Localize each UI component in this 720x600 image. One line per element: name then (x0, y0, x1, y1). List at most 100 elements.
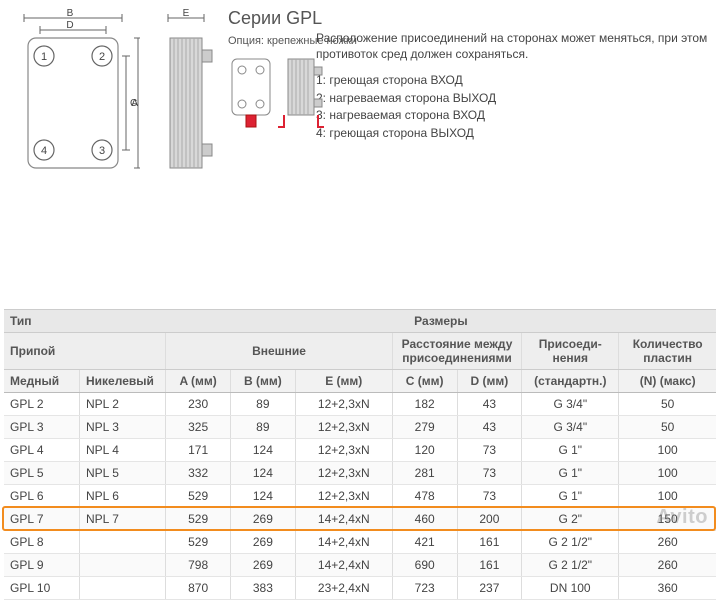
table-cell: G 1" (522, 439, 619, 462)
table-cell: 89 (231, 393, 296, 416)
table-cell: NPL 6 (80, 485, 166, 508)
table-cell: 325 (166, 416, 231, 439)
port-2: 2 (99, 51, 105, 63)
hdr-connections: Присоеди­нения (522, 333, 619, 370)
table-cell: 12+2,3xN (295, 462, 392, 485)
table-cell: 124 (231, 439, 296, 462)
port-4: 4 (41, 145, 47, 157)
table-cell: 383 (231, 577, 296, 600)
table-cell: 281 (392, 462, 457, 485)
table-cell: 14+2,4xN (295, 554, 392, 577)
table-cell: 120 (392, 439, 457, 462)
port-1: 1 (41, 51, 47, 63)
table-cell: 43 (457, 416, 522, 439)
top-section: B D 1 2 3 4 C A (0, 0, 720, 309)
option-label: Опция: крепежные ножки (228, 35, 428, 47)
col-a: A (мм) (166, 370, 231, 393)
table-cell: 14+2,4xN (295, 531, 392, 554)
col-nickel: Никелевый (80, 370, 166, 393)
table-cell: DN 100 (522, 577, 619, 600)
side-diagram: E Серии GPL Опция: крепежные ножки (158, 8, 288, 303)
table-body: GPL 2NPL 22308912+2,3xN18243G 3/4"50GPL … (4, 393, 716, 600)
table-cell: GPL 4 (4, 439, 80, 462)
table-cell: 360 (619, 577, 716, 600)
table-cell: 529 (166, 531, 231, 554)
table-cell: GPL 2 (4, 393, 80, 416)
hdr-type: Тип (4, 310, 166, 333)
table-cell: 798 (166, 554, 231, 577)
dim-a: A (131, 98, 138, 109)
table-cell: 478 (392, 485, 457, 508)
table-cell: 260 (619, 531, 716, 554)
table-cell: 690 (392, 554, 457, 577)
table-cell: 870 (166, 577, 231, 600)
table-row: GPL 4NPL 417112412+2,3xN12073G 1"100 (4, 439, 716, 462)
table-row: GPL 852926914+2,4xN421161G 2 1/2"260 (4, 531, 716, 554)
table-row: GPL 6NPL 652912412+2,3xN47873G 1"100 (4, 485, 716, 508)
series-title: Серии GPL (228, 8, 428, 29)
table-cell: G 1" (522, 485, 619, 508)
table-cell: 269 (231, 531, 296, 554)
table-cell: 332 (166, 462, 231, 485)
table-row: GPL 9 79826914+2,4xN690161G 2 1/2"260 (4, 554, 716, 577)
table-cell: 124 (231, 485, 296, 508)
table-cell: 269 (231, 554, 296, 577)
col-d: D (мм) (457, 370, 522, 393)
table-cell: 100 (619, 485, 716, 508)
table-cell: 279 (392, 416, 457, 439)
hdr-external: Внешние (166, 333, 393, 370)
table-row: GPL 3NPL 33258912+2,3xN27943G 3/4"50 (4, 416, 716, 439)
table-cell: 23+2,4xN (295, 577, 392, 600)
table-cell: 260 (619, 554, 716, 577)
table-cell: NPL 2 (80, 393, 166, 416)
col-n: (N) (макс) (619, 370, 716, 393)
table-cell: GPL 6 (4, 485, 80, 508)
table-cell: GPL 10 (4, 577, 80, 600)
table-cell: 269 (231, 508, 296, 531)
table-cell: 161 (457, 531, 522, 554)
table-cell: GPL 5 (4, 462, 80, 485)
table-cell: 50 (619, 393, 716, 416)
table-cell: 182 (392, 393, 457, 416)
dim-b: B (67, 8, 74, 19)
table-cell: 161 (457, 554, 522, 577)
watermark: Avito (656, 506, 708, 529)
table-cell: 171 (166, 439, 231, 462)
table-cell: 100 (619, 462, 716, 485)
table-cell: G 3/4" (522, 393, 619, 416)
table-cell: 12+2,3xN (295, 393, 392, 416)
table-row: GPL 7NPL 752926914+2,4xN460200G 2"150 (4, 508, 716, 531)
table-cell: 124 (231, 462, 296, 485)
table-cell (80, 554, 166, 577)
port-3: 3 (99, 145, 105, 157)
table-cell: 200 (457, 508, 522, 531)
table-cell: GPL 9 (4, 554, 80, 577)
hdr-dimensions: Размеры (166, 310, 716, 333)
table-cell: G 1" (522, 462, 619, 485)
table-cell: G 3/4" (522, 416, 619, 439)
table-cell (80, 531, 166, 554)
table-cell: 529 (166, 485, 231, 508)
hdr-solder: Припой (4, 333, 166, 370)
table-cell: GPL 8 (4, 531, 80, 554)
table-row: GPL 1087038323+2,4xN723237DN 100360 (4, 577, 716, 600)
table-cell: 73 (457, 462, 522, 485)
table-cell: 421 (392, 531, 457, 554)
table-cell: 14+2,4xN (295, 508, 392, 531)
table-cell: 12+2,3xN (295, 485, 392, 508)
table-row: GPL 2NPL 22308912+2,3xN18243G 3/4"50 (4, 393, 716, 416)
table-cell: 237 (457, 577, 522, 600)
table-cell: GPL 7 (4, 508, 80, 531)
col-e: E (мм) (295, 370, 392, 393)
table-cell: G 2 1/2" (522, 554, 619, 577)
front-diagram: B D 1 2 3 4 C A (10, 8, 140, 303)
table-cell (80, 577, 166, 600)
table-cell: 50 (619, 416, 716, 439)
table-cell: GPL 3 (4, 416, 80, 439)
col-conn: (стандартн.) (522, 370, 619, 393)
table-cell: 529 (166, 508, 231, 531)
table-row: GPL 5NPL 533212412+2,3xN28173G 1"100 (4, 462, 716, 485)
col-b: B (мм) (231, 370, 296, 393)
table-cell: NPL 3 (80, 416, 166, 439)
dim-e: E (183, 8, 190, 19)
